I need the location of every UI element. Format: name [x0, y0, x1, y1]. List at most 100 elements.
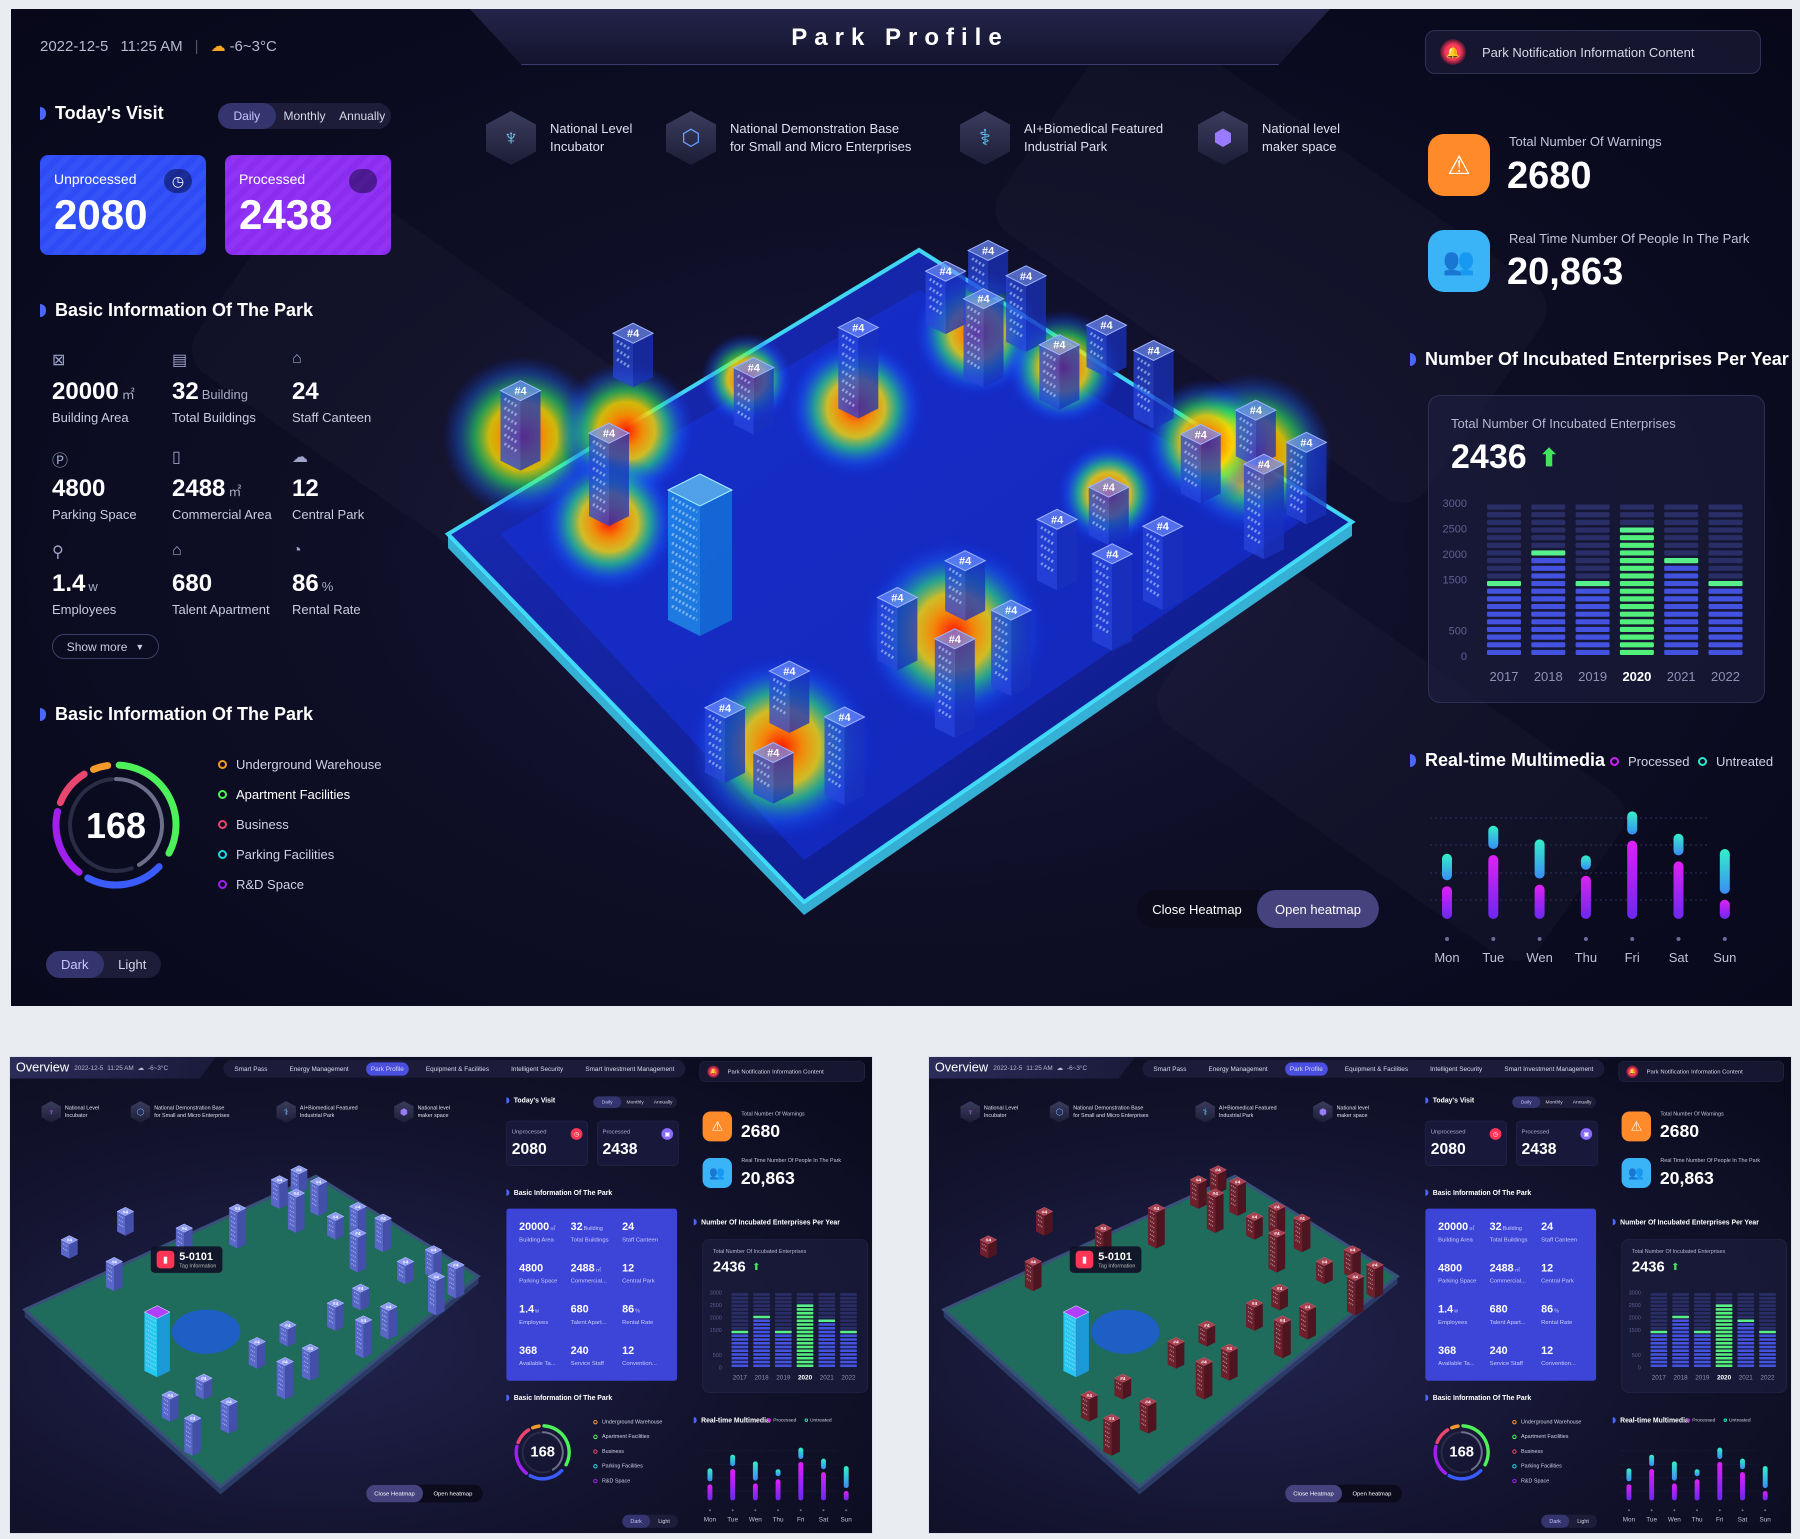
- overview-thumbnail[interactable]: Overview 2022-12-5 11:25 AM ☁ -6~3°C Smart …: [929, 1057, 1791, 1534]
- bar-segment: [1619, 642, 1654, 648]
- nav-park-profile[interactable]: Park Profile: [365, 1062, 409, 1076]
- window-row: [671, 559, 698, 577]
- park-3d-map[interactable]: #4#4#4#4#4#4#4 #4#4#4#4#4#4#4#4#4#4#4#4#4…: [929, 1057, 1420, 1534]
- nav-intelligent-security[interactable]: Intelligent Security: [1430, 1065, 1483, 1073]
- window-row: [880, 622, 896, 633]
- bar-segment: [1693, 1323, 1711, 1326]
- y-tick-label: 2500: [710, 1303, 722, 1309]
- building-label: #4: [1147, 345, 1160, 357]
- window-row: [948, 594, 963, 605]
- building-roof: [424, 1245, 443, 1255]
- notification-bar[interactable]: 🔔 Park Notification Information Content: [699, 1061, 865, 1082]
- item-label: Parking Space: [519, 1277, 558, 1285]
- incubated-subtitle: Total Number Of Incubated Enterprises: [1631, 1248, 1726, 1255]
- window-row: [272, 1187, 279, 1192]
- building: #4: [1004, 265, 1048, 352]
- unprocessed-card[interactable]: Unprocessed 2080 ◷: [1425, 1120, 1507, 1166]
- theme-light-option[interactable]: Light: [658, 1518, 670, 1525]
- tab-daily[interactable]: Daily: [593, 1096, 622, 1109]
- nav-smart-investment[interactable]: Smart Investment Management: [585, 1065, 675, 1073]
- nav-energy-management[interactable]: Energy Management: [289, 1065, 349, 1073]
- legend-item: Apartment Facilities: [593, 1434, 649, 1440]
- bar-segment: [840, 1364, 857, 1367]
- bar-segment: [1664, 512, 1699, 518]
- theme-dark-option[interactable]: Dark: [46, 951, 104, 978]
- bar-segment: [840, 1323, 857, 1326]
- building-roof: [1080, 1390, 1099, 1400]
- park-heatmap-3d-map[interactable]: #4#4 #4#4#4#4 #4#4#4#4#4#4#4#4#4#4#4#4#4#4…: [0, 0, 1800, 1010]
- unprocessed-card[interactable]: Unprocessed 2080 ◷: [40, 155, 206, 255]
- building-roof: [587, 422, 631, 444]
- park-3d-map[interactable]: #4#4#4#4#4#4#4 #4#4#4#4#4#4#4#4#4#4#4#4#4…: [10, 1057, 501, 1534]
- window-row: [928, 286, 944, 298]
- theme-light-option[interactable]: Light: [1577, 1518, 1589, 1525]
- bar-segment: [818, 1323, 836, 1326]
- window-row: [1222, 1364, 1229, 1370]
- tab-daily[interactable]: Daily: [218, 103, 276, 129]
- notification-bar[interactable]: 🔔 Park Notification Information Content: [1618, 1061, 1784, 1082]
- open-heatmap-button[interactable]: Open heatmap: [1352, 1490, 1392, 1497]
- theme-dark-option[interactable]: Dark: [622, 1514, 651, 1528]
- building-right-face: [1044, 1211, 1053, 1236]
- processed-card[interactable]: Processed 2438 ▣: [1516, 1120, 1598, 1166]
- tab-annually[interactable]: Annually: [653, 1099, 673, 1105]
- building-label: #4: [1250, 405, 1263, 417]
- window-row: [772, 704, 788, 716]
- window-row: [163, 1411, 170, 1416]
- map-icon: ▯: [172, 449, 181, 466]
- nav-intelligent-security[interactable]: Intelligent Security: [511, 1065, 564, 1073]
- tab-daily[interactable]: Daily: [1512, 1096, 1541, 1109]
- y-tick-label: 1500: [710, 1328, 722, 1334]
- nav-equipment-facilities[interactable]: Equipment & Facilities: [1344, 1065, 1409, 1073]
- building: #4: [348, 1201, 367, 1236]
- processed-card[interactable]: Processed 2438: [225, 155, 391, 255]
- time: 11:25 AM: [120, 37, 183, 55]
- business-segment: [56, 770, 88, 807]
- tab-annually[interactable]: Annually: [1572, 1099, 1592, 1105]
- building: #4: [1035, 1206, 1054, 1236]
- bar-segment: [1708, 649, 1743, 655]
- processed-label: Processed: [1521, 1128, 1550, 1135]
- open-heatmap-button[interactable]: Open heatmap: [1257, 890, 1379, 928]
- open-heatmap-button[interactable]: Open heatmap: [433, 1490, 473, 1497]
- overview-thumbnail[interactable]: Overview 2022-12-5 11:25 AM ☁ -6~3°C Smart …: [10, 1057, 872, 1534]
- tab-monthly[interactable]: Monthly: [1545, 1099, 1563, 1105]
- building-tag-popup[interactable]: ▮ 5-0101 Tag Information: [1069, 1246, 1142, 1273]
- notification-text: Park Notification Information Content: [1646, 1068, 1743, 1075]
- building-tag-popup[interactable]: ▮ 5-0101 Tag Information: [150, 1246, 223, 1273]
- close-heatmap-button[interactable]: Close Heatmap: [1285, 1484, 1343, 1503]
- theme-light-option[interactable]: Light: [118, 957, 147, 972]
- building: #4: [1132, 339, 1175, 429]
- nav-smart-pass[interactable]: Smart Pass: [1153, 1065, 1187, 1073]
- building-label: #4: [254, 1339, 260, 1345]
- window-row: [1289, 449, 1305, 460]
- nav-smart-investment[interactable]: Smart Investment Management: [1504, 1065, 1594, 1073]
- processed-bar: [798, 1461, 804, 1501]
- bar-segment: [1759, 1300, 1776, 1304]
- show-more-button[interactable]: Show more ▼: [52, 634, 159, 659]
- window-row: [1095, 560, 1111, 572]
- building: #4: [276, 1357, 294, 1400]
- building-roof: [1195, 1357, 1213, 1366]
- theme-dark-option[interactable]: Dark: [1541, 1514, 1570, 1528]
- tab-annually[interactable]: Annually: [339, 109, 386, 123]
- nav-smart-pass[interactable]: Smart Pass: [234, 1065, 268, 1073]
- parking-segment: [528, 1469, 564, 1481]
- tab-monthly[interactable]: Monthly: [283, 109, 326, 123]
- tab-monthly[interactable]: Monthly: [626, 1099, 644, 1105]
- platform: [22, 1174, 481, 1489]
- bar-segment: [1650, 1323, 1668, 1326]
- nav-equipment-facilities[interactable]: Equipment & Facilities: [425, 1065, 490, 1073]
- bar-segment: [1664, 542, 1699, 548]
- notification-bar[interactable]: 🔔 Park Notification Information Content: [1425, 30, 1761, 74]
- processed-card[interactable]: Processed 2438 ▣: [597, 1120, 679, 1166]
- close-heatmap-button[interactable]: Close Heatmap: [1152, 901, 1242, 917]
- close-heatmap-button[interactable]: Close Heatmap: [366, 1484, 424, 1503]
- nav-energy-management[interactable]: Energy Management: [1208, 1065, 1268, 1073]
- bar-segment: [774, 1300, 792, 1304]
- bar-segment: [1672, 1356, 1689, 1360]
- building-roof: [1343, 1245, 1362, 1255]
- unprocessed-card[interactable]: Unprocessed 2080 ◷: [506, 1120, 588, 1166]
- building-roof: [1167, 1337, 1185, 1346]
- nav-park-profile[interactable]: Park Profile: [1284, 1062, 1328, 1076]
